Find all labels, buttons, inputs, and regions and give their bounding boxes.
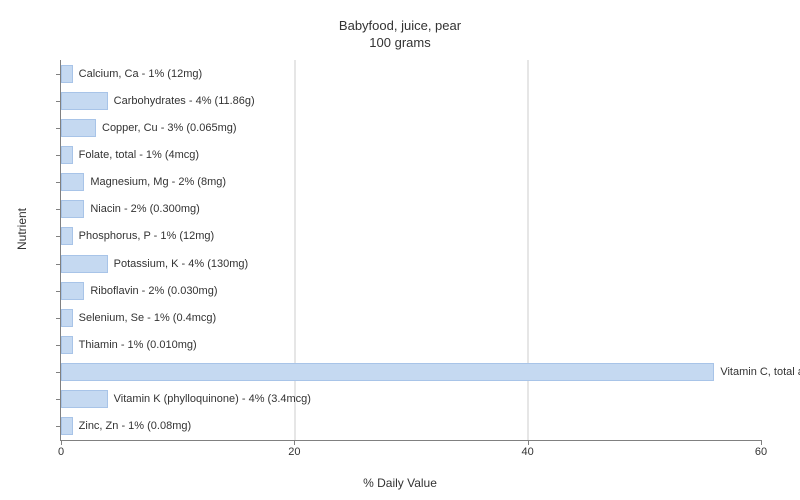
- bar-label: Thiamin - 1% (0.010mg): [79, 339, 197, 351]
- title-line2: 100 grams: [0, 35, 800, 52]
- y-tick-mark: [56, 209, 61, 210]
- bar: [61, 417, 73, 435]
- y-axis-label: Nutrient: [15, 208, 29, 250]
- y-tick-mark: [56, 426, 61, 427]
- x-tick-mark: [761, 440, 762, 445]
- bar-label: Potassium, K - 4% (130mg): [114, 258, 249, 270]
- bar: [61, 92, 108, 110]
- bar: [61, 200, 84, 218]
- y-tick-mark: [56, 345, 61, 346]
- bar-label: Vitamin K (phylloquinone) - 4% (3.4mcg): [114, 393, 311, 405]
- bar-label: Calcium, Ca - 1% (12mg): [79, 68, 202, 80]
- bar: [61, 282, 84, 300]
- x-axis-label: % Daily Value: [0, 476, 800, 490]
- bar: [61, 119, 96, 137]
- x-tick-mark: [61, 440, 62, 445]
- bar-label: Phosphorus, P - 1% (12mg): [79, 230, 215, 242]
- bar-label: Vitamin C, total ascorbic acid - 56% (33…: [720, 366, 800, 378]
- y-tick-mark: [56, 182, 61, 183]
- bar: [61, 255, 108, 273]
- bar: [61, 65, 73, 83]
- bar-label: Carbohydrates - 4% (11.86g): [114, 95, 255, 107]
- y-tick-mark: [56, 236, 61, 237]
- x-tick-mark: [294, 440, 295, 445]
- bar: [61, 336, 73, 354]
- y-tick-mark: [56, 318, 61, 319]
- bar: [61, 390, 108, 408]
- bar: [61, 173, 84, 191]
- y-tick-mark: [56, 128, 61, 129]
- y-tick-mark: [56, 399, 61, 400]
- bar-label: Selenium, Se - 1% (0.4mcg): [79, 312, 217, 324]
- y-tick-mark: [56, 155, 61, 156]
- bar-label: Magnesium, Mg - 2% (8mg): [90, 176, 226, 188]
- bar-label: Niacin - 2% (0.300mg): [90, 203, 199, 215]
- bar-label: Copper, Cu - 3% (0.065mg): [102, 122, 237, 134]
- bar: [61, 146, 73, 164]
- chart-container: Babyfood, juice, pear 100 grams Nutrient…: [0, 0, 800, 500]
- y-tick-mark: [56, 101, 61, 102]
- y-tick-mark: [56, 264, 61, 265]
- x-tick-mark: [528, 440, 529, 445]
- bar: [61, 363, 714, 381]
- bar-label: Folate, total - 1% (4mcg): [79, 149, 199, 161]
- x-tick-label: 0: [58, 446, 64, 458]
- y-tick-mark: [56, 74, 61, 75]
- bar-label: Riboflavin - 2% (0.030mg): [90, 285, 217, 297]
- bar: [61, 309, 73, 327]
- bar-label: Zinc, Zn - 1% (0.08mg): [79, 420, 191, 432]
- x-tick-label: 40: [522, 446, 534, 458]
- chart-title: Babyfood, juice, pear 100 grams: [0, 0, 800, 52]
- x-tick-label: 60: [755, 446, 767, 458]
- bar: [61, 227, 73, 245]
- title-line1: Babyfood, juice, pear: [0, 18, 800, 35]
- y-tick-mark: [56, 291, 61, 292]
- x-tick-label: 20: [288, 446, 300, 458]
- y-tick-mark: [56, 372, 61, 373]
- plot-area: Calcium, Ca - 1% (12mg) Carbohydrates - 4…: [60, 60, 761, 441]
